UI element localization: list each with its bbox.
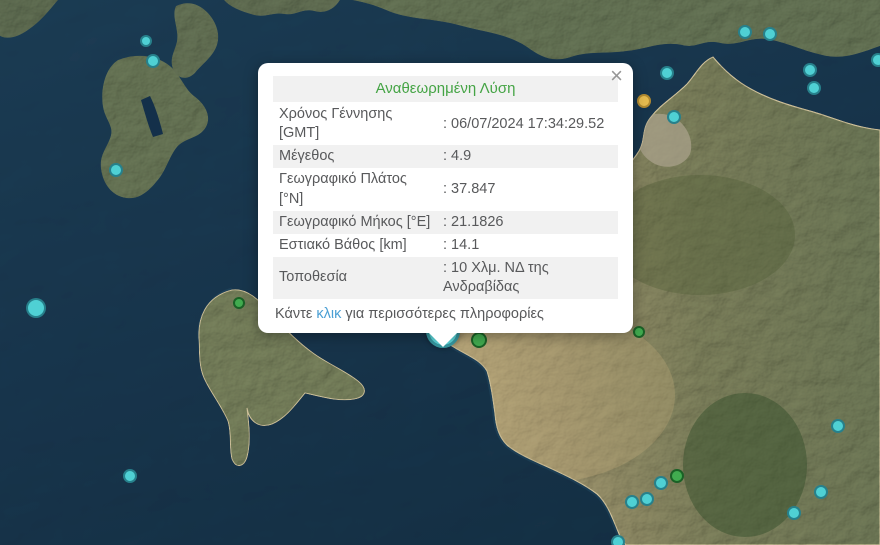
earthquake-marker[interactable]	[640, 492, 654, 506]
island-corner	[0, 0, 58, 38]
earthquake-marker[interactable]	[633, 326, 645, 338]
row-label: Χρόνος Γέννησης [GMT]	[279, 106, 393, 142]
earthquake-marker[interactable]	[611, 535, 625, 545]
row-value: : 21.1826	[443, 213, 504, 230]
earthquake-marker[interactable]	[109, 163, 123, 177]
footer-text-suffix: για περισσότερες πληροφορίες	[341, 306, 544, 323]
earthquake-marker[interactable]	[140, 35, 152, 47]
row-value: : 4.9	[443, 148, 472, 165]
earthquake-marker[interactable]	[670, 469, 684, 483]
row-label: Γεωγραφικό Πλάτος [°N]	[279, 171, 407, 207]
row-value: : 10 Χλμ. ΝΔ της Ανδραβίδας	[443, 259, 549, 295]
earthquake-marker[interactable]	[787, 506, 801, 520]
row-value: : 06/07/2024 17:34:29.52	[443, 115, 605, 132]
earthquake-popup: × Αναθεωρημένη Λύση Χρόνος Γέννησης [GMT…	[258, 63, 633, 348]
earthquake-marker[interactable]	[654, 476, 668, 490]
earthquake-marker[interactable]	[123, 469, 137, 483]
popup-table-body: Χρόνος Γέννησης [GMT] : 06/07/2024 17:34:…	[273, 103, 618, 300]
popup-row: Εστιακό Βάθος [km] : 14.1	[273, 234, 618, 257]
row-label: Μέγεθος	[279, 148, 335, 165]
earthquake-marker[interactable]	[871, 53, 880, 67]
earthquake-marker[interactable]	[637, 94, 651, 108]
footer-text-prefix: Κάντε	[275, 306, 317, 323]
earthquake-marker[interactable]	[660, 66, 674, 80]
patras-urban-area	[636, 113, 692, 167]
earthquake-marker[interactable]	[763, 27, 777, 41]
earthquake-marker[interactable]	[233, 297, 245, 309]
popup-footer: Κάντε κλικ για περισσότερες πληροφορίες	[273, 299, 618, 324]
row-value: : 37.847	[443, 180, 496, 197]
popup-title: Αναθεωρημένη Λύση	[273, 76, 618, 102]
mainland-north	[352, 0, 880, 60]
more-info-link[interactable]: κλικ	[316, 306, 342, 323]
close-icon[interactable]: ×	[610, 63, 623, 88]
row-value: : 14.1	[443, 236, 480, 253]
earthquake-marker[interactable]	[26, 298, 46, 318]
row-label: Γεωγραφικό Μήκος [°E]	[279, 213, 431, 230]
kefalonia-bay	[141, 96, 163, 137]
earthquake-marker[interactable]	[807, 81, 821, 95]
earthquake-marker[interactable]	[831, 419, 845, 433]
popup-row: Γεωγραφικό Πλάτος [°N] : 37.847	[273, 168, 618, 210]
popup-row: Τοποθεσία : 10 Χλμ. ΝΔ της Ανδραβίδας	[273, 256, 618, 300]
earthquake-marker[interactable]	[738, 25, 752, 39]
row-label: Εστιακό Βάθος [km]	[279, 236, 407, 253]
earthquake-marker[interactable]	[471, 332, 487, 348]
popup-row: Χρόνος Γέννησης [GMT] : 06/07/2024 17:34:…	[273, 103, 618, 145]
row-label: Τοποθεσία	[279, 269, 348, 286]
popup-row: Γεωγραφικό Μήκος [°E] : 21.1826	[273, 210, 618, 234]
earthquake-marker[interactable]	[814, 485, 828, 499]
earthquake-marker[interactable]	[625, 495, 639, 509]
island-zakynthos	[198, 289, 365, 466]
earthquake-marker[interactable]	[146, 54, 160, 68]
island-chain-north	[224, 0, 340, 16]
earthquake-marker[interactable]	[803, 63, 817, 77]
earthquake-details-table: Χρόνος Γέννησης [GMT] : 06/07/2024 17:34:…	[273, 103, 618, 300]
island-ithaca	[171, 3, 219, 78]
earthquake-marker[interactable]	[667, 110, 681, 124]
popup-row: Μέγεθος : 4.9	[273, 145, 618, 169]
